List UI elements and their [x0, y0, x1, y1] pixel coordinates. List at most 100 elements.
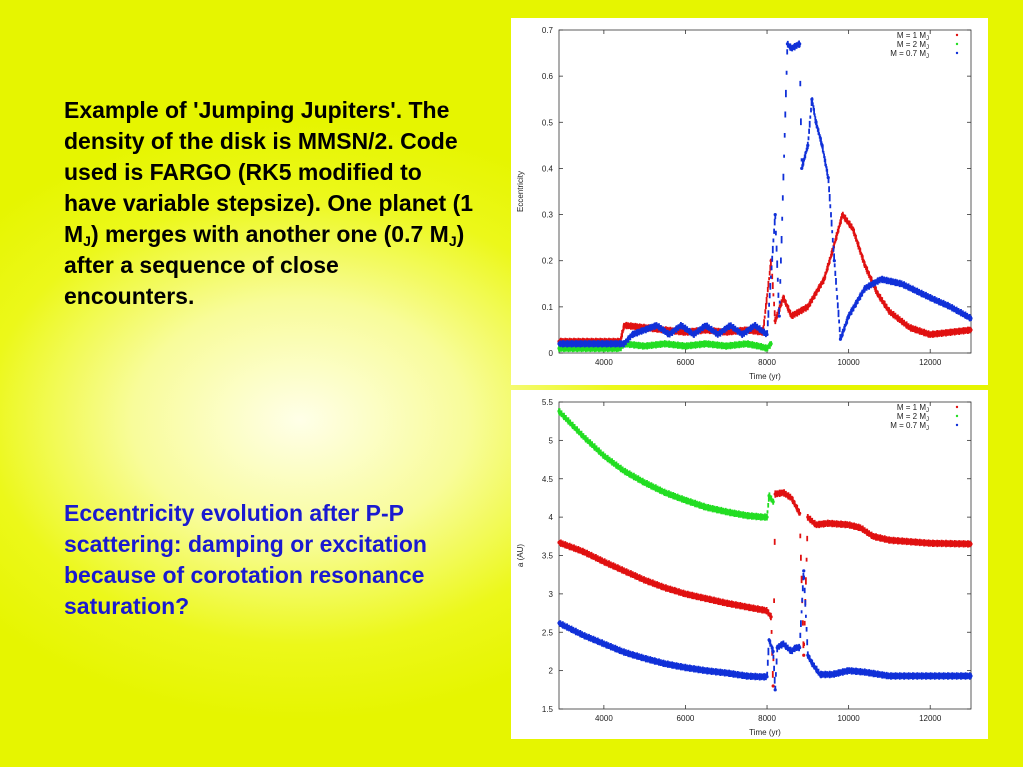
- y-tick-label: 0.1: [542, 303, 554, 312]
- data-point: [879, 277, 883, 281]
- data-point: [765, 609, 769, 613]
- data-point: [724, 344, 728, 348]
- data-point: [900, 282, 904, 286]
- data-point: [704, 669, 708, 673]
- y-tick-label: 0.4: [542, 164, 554, 173]
- data-point: [802, 569, 806, 573]
- series-red: [557, 489, 973, 688]
- series-green-marks: [558, 340, 772, 353]
- y-tick-label: 0.3: [542, 211, 554, 220]
- data-point: [704, 342, 708, 346]
- y-tick-label: 4: [549, 513, 554, 522]
- series-blue-marks: [558, 572, 972, 689]
- data-point: [745, 513, 749, 518]
- data-point: [655, 323, 659, 327]
- data-point: [683, 344, 688, 348]
- legend-marker: [955, 51, 959, 55]
- series-red: [557, 211, 973, 346]
- data-point: [663, 342, 667, 346]
- data-point: [969, 316, 973, 320]
- data-point: [887, 538, 892, 542]
- data-point: [683, 592, 688, 596]
- data-point: [814, 523, 818, 527]
- data-point: [667, 332, 671, 337]
- subscript-j: J: [83, 233, 91, 249]
- data-point: [871, 534, 875, 538]
- data-point: [798, 42, 802, 46]
- data-point: [802, 653, 806, 657]
- data-point: [724, 671, 728, 675]
- data-point: [771, 649, 775, 654]
- y-tick-label: 0.6: [542, 72, 554, 81]
- y-tick-label: 2.5: [542, 628, 554, 637]
- data-point: [822, 277, 826, 281]
- data-point: [847, 523, 851, 527]
- data-point: [789, 496, 794, 500]
- data-point: [820, 143, 824, 147]
- semimajor-axis-chart-panel: 1.5 2 2.5 3 3.5 4 4.5 5 5.5 4000 6000 8000 10000 1200…: [511, 390, 988, 739]
- data-point: [806, 515, 810, 519]
- data-point: [806, 143, 810, 147]
- description-part: Example of 'Jumping Jupiters'. The densi…: [64, 97, 474, 247]
- data-point: [832, 259, 836, 263]
- data-point: [724, 601, 728, 605]
- data-point: [969, 674, 973, 678]
- data-point: [928, 541, 932, 545]
- data-point: [728, 323, 732, 327]
- legend-entry: M = 2 MJ: [897, 412, 929, 423]
- data-point: [581, 434, 586, 439]
- data-point: [826, 176, 830, 180]
- y-tick-label: 0.7: [542, 26, 554, 35]
- data-point: [745, 342, 749, 346]
- legend-marker: [955, 405, 959, 409]
- data-point: [781, 296, 785, 300]
- data-point: [602, 454, 606, 458]
- legend-entry: M = 0.7 MJ: [890, 49, 929, 60]
- data-point: [622, 323, 626, 327]
- x-tick-label: 8000: [758, 714, 776, 723]
- data-point: [781, 490, 785, 495]
- data-point: [557, 540, 561, 545]
- data-point: [557, 342, 561, 346]
- data-point: [704, 596, 708, 601]
- data-point: [765, 346, 769, 350]
- plot-frame: [558, 29, 972, 354]
- data-point: [798, 646, 802, 650]
- y-tick-label: 0.5: [542, 118, 554, 127]
- legend-subscript: J: [926, 426, 929, 432]
- data-point: [602, 560, 606, 564]
- data-point: [643, 578, 647, 582]
- legend-subscript: J: [926, 36, 929, 42]
- legend-entry: M = 2 MJ: [897, 40, 929, 51]
- data-point: [581, 550, 586, 554]
- x-tick-label: 10000: [837, 358, 860, 367]
- data-point: [863, 670, 867, 674]
- data-point: [793, 646, 798, 650]
- data-point: [777, 314, 781, 318]
- data-point: [557, 346, 561, 350]
- data-point: [810, 661, 814, 665]
- data-point: [765, 515, 769, 519]
- data-point: [630, 332, 635, 337]
- plot-frame: [558, 401, 972, 710]
- data-point: [622, 469, 626, 473]
- x-axis-label: Time (yr): [749, 372, 781, 381]
- data-point: [840, 212, 845, 217]
- data-point: [765, 332, 769, 337]
- x-tick-label: 12000: [919, 714, 942, 723]
- series-blue-marks: [558, 40, 972, 348]
- data-point: [928, 296, 932, 300]
- legend-subscript: J: [926, 54, 929, 60]
- data-point: [643, 344, 647, 348]
- data-point: [826, 521, 830, 525]
- data-point: [773, 212, 777, 217]
- data-point: [773, 492, 777, 496]
- data-point: [663, 662, 667, 666]
- data-point: [851, 226, 855, 231]
- data-point: [928, 674, 932, 678]
- series-blue: [557, 40, 973, 348]
- data-point: [767, 638, 771, 642]
- series-red-marks: [558, 211, 972, 346]
- data-point: [557, 409, 561, 413]
- data-point: [928, 332, 932, 337]
